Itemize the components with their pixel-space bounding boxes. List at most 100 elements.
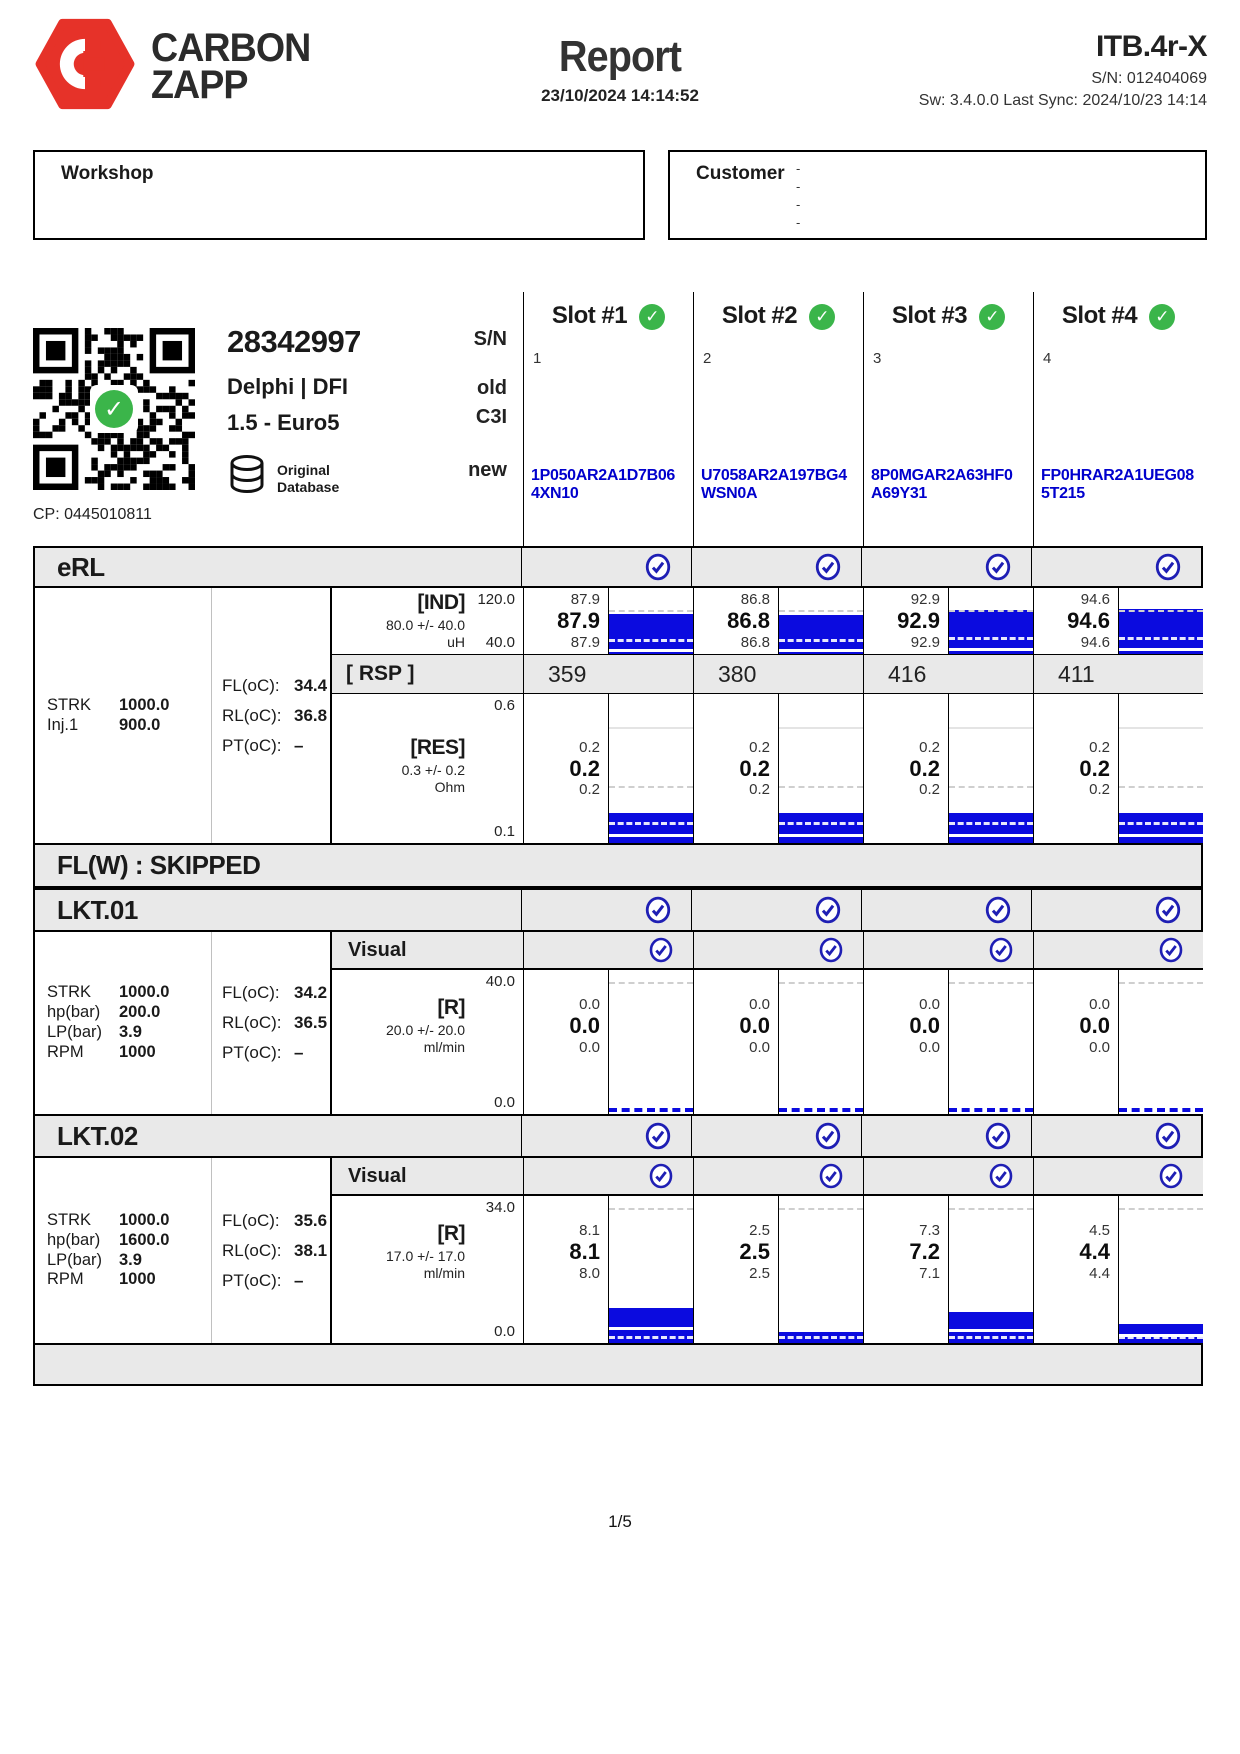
blue-circled-check-icon [815,896,841,924]
slot-header-2: Slot #2 ✓ 2 U7058AR2A197BG4 WSN0A [693,292,863,546]
blue-circled-check-icon [819,1163,843,1189]
bar-chart [948,588,1033,654]
blue-circled-check-icon [815,1122,841,1150]
measurement-nominal: 0.3 +/- 0.2 [401,762,465,778]
report-title: Report [558,32,682,81]
slot-title: Slot #4 [1061,302,1138,329]
param-row: STRK 1000.0 [47,1210,170,1229]
slot4-pass-cell [1031,1116,1201,1156]
slot-header-4: Slot #4 ✓ 4 FP0HRAR2A1UEG08 5T215 [1033,292,1203,546]
slot-header-3: Slot #3 ✓ 3 8P0MGAR2A63HF0 A69Y31 [863,292,1033,546]
injector-spec: 1.5 - Euro5 [227,410,340,435]
measurement-unit: ml/min [423,1265,465,1281]
blue-circled-check-icon [645,553,671,581]
blue-circled-check-icon [815,553,841,581]
new-label: new [468,459,507,481]
customer-box: Customer - - - - [668,150,1207,240]
slot1-visual-pass [523,932,693,968]
blue-circled-check-icon [989,937,1013,963]
database-cylinder-icon [227,454,267,503]
section-erl: STRK 1000.0 Inj.1 900.0 FL(oC): 34.4 RL(oC)… [33,588,1203,843]
slot4-pass-cell [1031,890,1201,930]
page-header: CARBON ZAPP Report 23/10/2024 14:14:52 I… [33,14,1208,134]
slot-title: Slot #3 [891,302,968,329]
slot4-visual-pass [1033,1158,1203,1194]
green-check-icon: ✓ [95,390,133,428]
measurement-row-res: [RES] 0.3 +/- 0.2 Ohm 0.6 0.1 0.2 0.2 0.2 [332,694,1203,843]
blue-circled-check-icon [645,1122,671,1150]
slot-number: 1 [533,350,542,367]
temp-row: PT(oC): – [222,1043,304,1062]
table-footer-strip [33,1343,1203,1386]
erl-params: STRK 1000.0 Inj.1 900.0 [35,588,211,843]
injector-code: 28342997 [227,324,361,359]
table-header-row: ✓ CP: 0445010811 28342997 Delphi | DFI 1… [33,292,1203,546]
old-label: old [477,377,507,399]
blue-circled-check-icon [1155,896,1181,924]
measurement-row-rsp: [ RSP ] 359 380 416 411 [332,655,1203,694]
customer-label: Customer [696,163,785,184]
brand-line-2: ZAPP [151,62,248,107]
slot1-pass-cell [521,890,691,930]
blue-circled-check-icon [649,937,673,963]
erl-temps: FL(oC): 34.4 RL(oC): 36.8 PT(oC): – [211,588,330,843]
visual-label: Visual [332,932,523,968]
lkt01-params: STRK 1000.0 hp(bar) 200.0 LP(bar) 3.9 RPM 10… [35,932,211,1114]
section-bar-erl: eRL [33,546,1203,588]
temp-row: FL(oC): 34.4 [222,675,328,695]
workshop-label: Workshop [61,163,154,184]
param-row: hp(bar) 200.0 [47,1003,161,1022]
report-datetime: 23/10/2024 14:14:52 [541,86,699,105]
carbon-zapp-logo-icon [33,16,137,117]
green-check-icon: ✓ [639,303,666,330]
param-row: STRK 1000.0 [47,695,170,714]
axis-bottom-label: 0.0 [494,1094,515,1111]
injector-info-cell: ✓ CP: 0445010811 28342997 Delphi | DFI 1… [33,292,523,546]
param-row: RPM 1000 [47,1042,156,1061]
slot-header-1: Slot #1 ✓ 1 1P050AR2A1D7B06 4XN10 [523,292,693,546]
slot2-pass-cell [691,1116,861,1156]
param-row: STRK 1000.0 [47,983,170,1002]
blue-circled-check-icon [645,896,671,924]
lkt02-params: STRK 1000.0 hp(bar) 1600.0 LP(bar) 3.9 RPM 1… [35,1158,211,1343]
slot-number: 2 [703,350,712,367]
r-slot-3: 0.0 0.0 0.0 [863,970,1033,1114]
rsp-value: 416 [863,655,1033,693]
param-row: Inj.1 900.0 [47,715,161,734]
r-slot-2: 0.0 0.0 0.0 [693,970,863,1114]
visual-label: Visual [332,1158,523,1194]
visual-row: Visual [332,932,1203,970]
slot3-pass-cell [861,548,1031,586]
axis-top-label: 0.6 [494,697,515,714]
param-row: LP(bar) 3.9 [47,1023,142,1041]
axis-bottom-label: 0.0 [494,1323,515,1340]
r-slot-3: 7.3 7.2 7.1 [863,1196,1033,1343]
temp-row: RL(oC): 38.1 [222,1240,328,1260]
sn-label: S/N [473,328,507,350]
ind-slot-1: 87.9 87.9 87.9 [523,588,693,654]
bar-chart [608,1196,693,1343]
r-slot-4: 0.0 0.0 0.0 [1033,970,1203,1114]
slot-code: U7058AR2A197BG4 WSN0A [701,467,847,502]
slot1-visual-pass [523,1158,693,1194]
ind-slot-2: 86.8 86.8 86.8 [693,588,863,654]
slot-title: Slot #1 [551,302,628,329]
visual-row: Visual [332,1158,1203,1196]
blue-circled-check-icon [1155,553,1181,581]
axis-top-label: 40.0 [485,973,515,990]
blue-circled-check-icon [1159,937,1183,963]
slot-number: 4 [1043,350,1052,367]
bar-chart [948,1196,1033,1343]
temp-row: FL(oC): 35.6 [222,1210,328,1230]
measurement-name: [R] [437,996,465,1019]
customer-placeholder: - - - - [796,161,801,230]
bar-chart [1118,1196,1203,1343]
bar-chart [948,694,1033,843]
bar-chart [1118,588,1203,654]
slot-code: 8P0MGAR2A63HF0 A69Y31 [871,467,1013,502]
blue-circled-check-icon [1155,1122,1181,1150]
measurement-nominal: 20.0 +/- 20.0 [385,1022,465,1038]
temp-row: FL(oC): 34.2 [222,983,328,1002]
temp-row: RL(oC): 36.8 [222,705,328,725]
